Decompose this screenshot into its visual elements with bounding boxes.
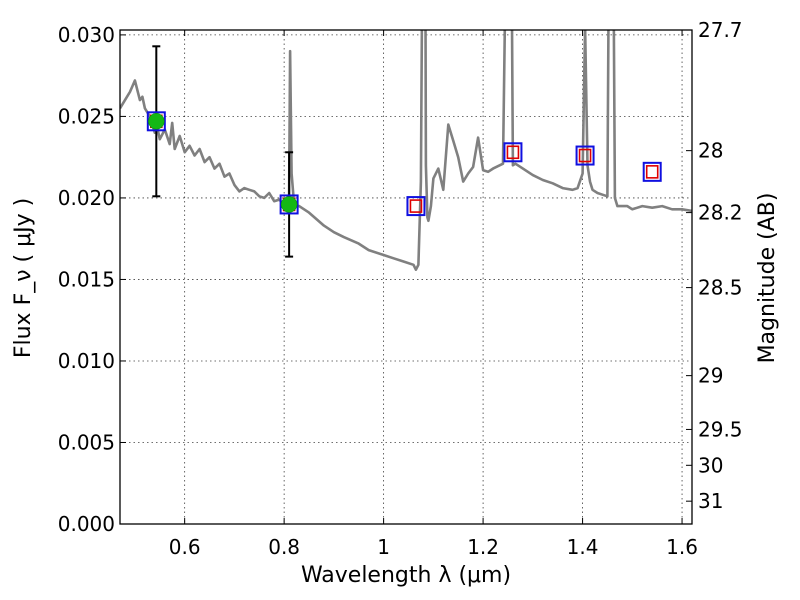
y-tick-label: 0.000 <box>58 512 115 536</box>
y2-tick-label: 29.5 <box>698 417 743 441</box>
y-tick-label: 0.010 <box>58 349 115 373</box>
points-layer <box>146 45 662 258</box>
model-photometry-square <box>279 194 299 215</box>
model-photometry-inner-square <box>578 148 592 163</box>
y-tick-label: 0.025 <box>58 104 115 128</box>
spectrum-line <box>120 30 692 271</box>
observed-point <box>148 113 165 130</box>
x-tick-label: 0.8 <box>268 535 300 559</box>
x-axis-label: Wavelength λ (μm) <box>301 563 511 588</box>
spectrum-layer <box>120 30 692 271</box>
x-tick-label: 1 <box>377 535 390 559</box>
plot-frame <box>119 29 693 525</box>
y2-tick-label: 31 <box>698 489 723 513</box>
y2-tick-label: 28.5 <box>698 276 743 300</box>
y2-tick-label: 30 <box>698 453 723 477</box>
y2-tick-label: 28.2 <box>698 201 743 225</box>
observed-point <box>280 196 298 213</box>
model-photometry-square <box>642 161 662 182</box>
y-axis-label: Flux F_ν ( μJy ) <box>11 198 36 358</box>
model-photometry-inner-square <box>409 199 423 213</box>
model-photometry-square <box>146 111 166 132</box>
y2-axis-label: Magnitude (AB) <box>755 193 780 364</box>
y2-tick-label: 27.7 <box>698 18 743 42</box>
x-tick-label: 1.6 <box>666 535 698 559</box>
x-tick-label: 0.6 <box>169 535 201 559</box>
model-photometry-square <box>575 145 595 166</box>
x-tick-label: 1.4 <box>567 535 599 559</box>
y-tick-label: 0.020 <box>58 186 115 210</box>
model-photometry-square <box>406 196 426 217</box>
y-tick-label: 0.030 <box>58 23 115 47</box>
model-photometry-inner-square <box>506 145 520 160</box>
y2-tick-label: 28 <box>698 139 723 163</box>
y-tick-label: 0.015 <box>58 267 115 291</box>
grid-layer <box>120 30 692 525</box>
x-tick-label: 1.2 <box>467 535 499 559</box>
model-photometry-square <box>503 142 523 163</box>
y2-tick-label: 29 <box>698 364 723 388</box>
axes-layer: 0.6 0.8 1 1.2 1.4 1.6 0.000 0.005 0.010 0.015 0.02… <box>58 18 743 559</box>
y-tick-label: 0.005 <box>58 430 115 454</box>
model-photometry-inner-square <box>645 165 659 179</box>
